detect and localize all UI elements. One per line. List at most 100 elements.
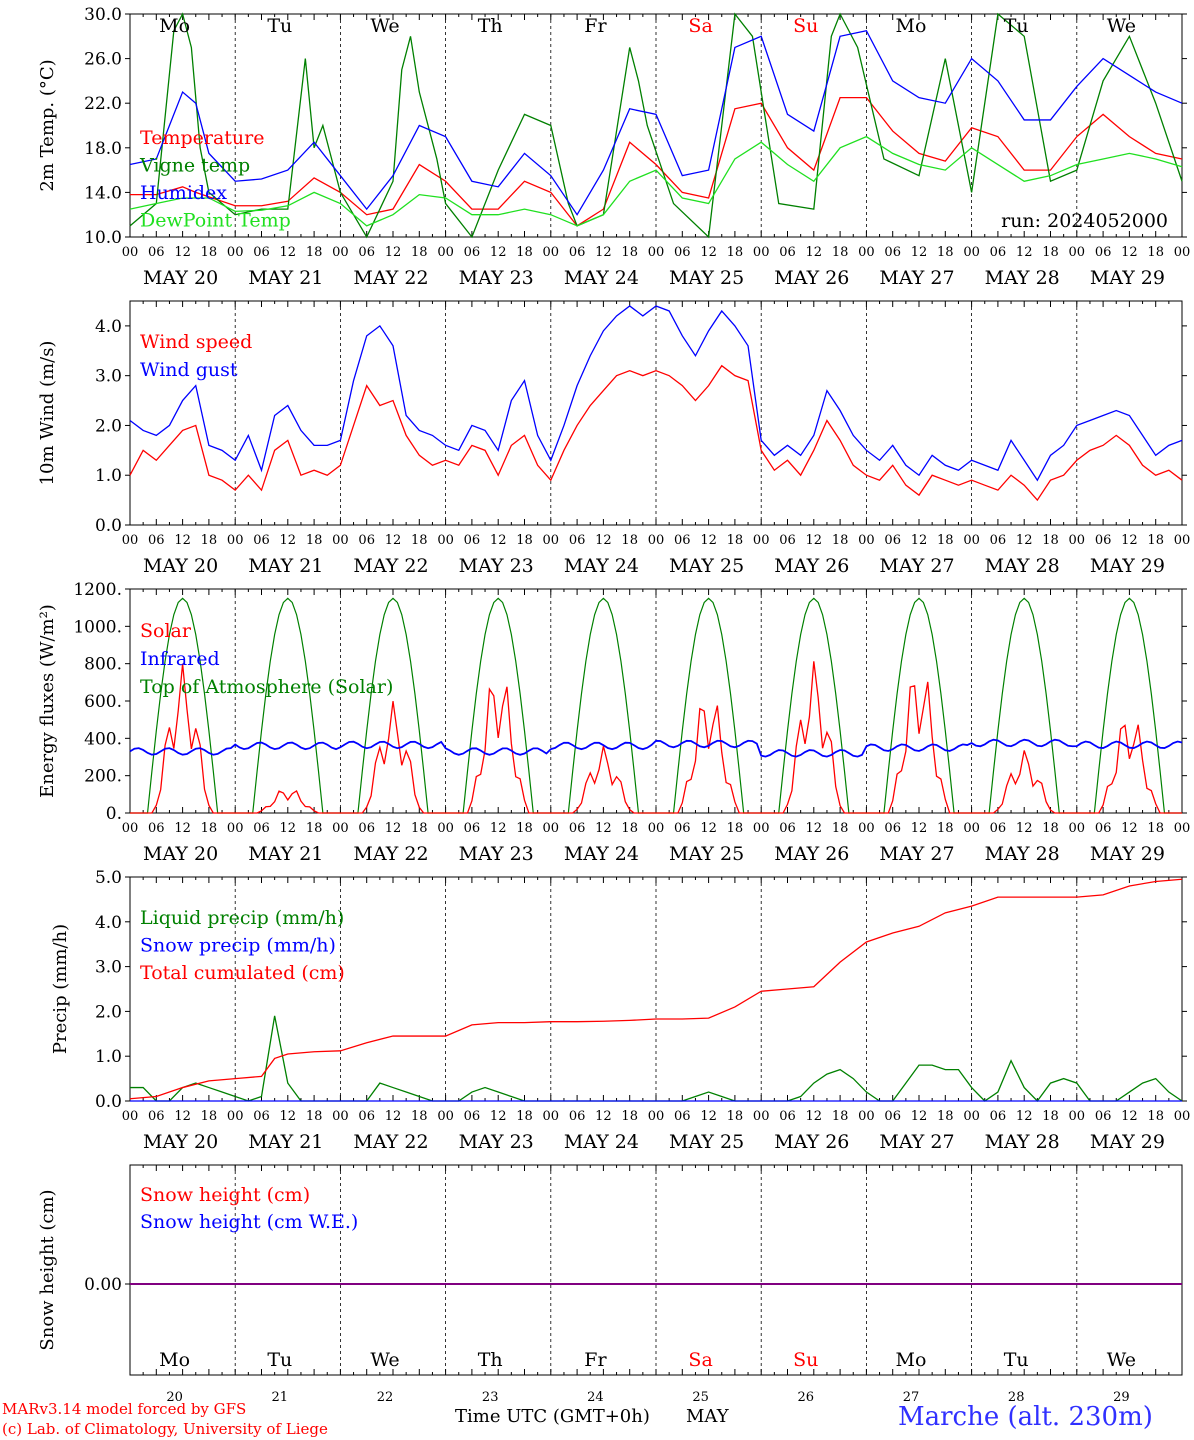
y-tick-label: 4.0 [95, 317, 122, 337]
date-label: MAY 29 [1090, 555, 1165, 577]
hour-tick-label: 06 [148, 245, 165, 260]
hour-tick-label: 12 [806, 245, 823, 260]
hour-tick-label: 06 [569, 533, 586, 548]
hour-tick-label: 18 [1042, 245, 1059, 260]
hour-tick-label: 12 [911, 821, 928, 836]
day-number-label: 23 [482, 1390, 499, 1405]
date-label: MAY 29 [1090, 267, 1165, 289]
date-label: MAY 27 [879, 555, 954, 577]
date-label: MAY 28 [985, 267, 1060, 289]
hour-tick-label: 00 [648, 821, 665, 836]
series-wind-gust [129, 305, 1183, 482]
weekday-label: Su [793, 15, 818, 37]
weekday-label: We [370, 1349, 399, 1371]
weekday-label: Tu [267, 1349, 292, 1371]
hour-tick-label: 12 [700, 245, 717, 260]
hour-tick-label: 06 [358, 1109, 375, 1124]
hour-tick-label: 12 [1016, 821, 1033, 836]
hour-tick-label: 12 [911, 1109, 928, 1124]
legend-entry: Humidex [140, 182, 227, 204]
hour-tick-label: 18 [1042, 533, 1059, 548]
hour-tick-label: 12 [1121, 821, 1138, 836]
weekday-label: Tu [267, 15, 292, 37]
date-label: MAY 26 [774, 843, 849, 865]
weekday-label: Mo [896, 15, 927, 37]
date-label: MAY 23 [459, 1131, 534, 1153]
time-axis-label: Time UTC (GMT+0h) [455, 1406, 650, 1427]
hour-tick-label: 18 [832, 533, 849, 548]
y-tick-label: 0. [106, 804, 122, 824]
hour-tick-label: 18 [516, 533, 533, 548]
hour-tick-label: 06 [884, 821, 901, 836]
hour-tick-label: 00 [963, 245, 980, 260]
y-tick-label: 200. [84, 767, 122, 787]
date-label: MAY 27 [879, 267, 954, 289]
hour-tick-label: 18 [1147, 533, 1164, 548]
hour-tick-label: 00 [1069, 1109, 1086, 1124]
hour-tick-label: 00 [332, 821, 349, 836]
hour-tick-label: 12 [806, 1109, 823, 1124]
hour-tick-label: 18 [937, 245, 954, 260]
hour-tick-label: 12 [280, 245, 297, 260]
hour-tick-label: 18 [516, 1109, 533, 1124]
date-label: MAY 29 [1090, 1131, 1165, 1153]
hour-tick-label: 00 [332, 245, 349, 260]
hour-tick-label: 18 [1042, 821, 1059, 836]
legend-entry: DewPoint Temp [140, 210, 291, 232]
date-label: MAY 22 [353, 1131, 428, 1153]
hour-tick-label: 00 [122, 245, 139, 260]
date-label: MAY 21 [248, 267, 323, 289]
weekday-label: Mo [896, 1349, 927, 1371]
hour-tick-label: 12 [385, 821, 402, 836]
weekday-label: Fr [584, 15, 607, 37]
panel-2 [125, 300, 1187, 526]
hour-tick-label: 18 [306, 533, 323, 548]
weekday-label: Tu [1004, 1349, 1029, 1371]
y-tick-label: 600. [84, 692, 122, 712]
hour-tick-label: 12 [911, 533, 928, 548]
hour-tick-label: 06 [674, 245, 691, 260]
date-label: MAY 23 [459, 843, 534, 865]
hour-tick-label: 18 [1042, 1109, 1059, 1124]
hour-tick-label: 12 [700, 533, 717, 548]
hour-tick-label: 00 [543, 1109, 560, 1124]
hour-tick-label: 18 [937, 533, 954, 548]
hour-tick-label: 06 [779, 1109, 796, 1124]
y-tick-label: 1000. [73, 617, 122, 637]
hour-tick-label: 00 [753, 1109, 770, 1124]
hour-tick-label: 00 [437, 821, 454, 836]
day-number-label: 27 [903, 1390, 920, 1405]
hour-tick-label: 00 [227, 245, 244, 260]
hour-tick-label: 06 [253, 533, 270, 548]
date-label: MAY 25 [669, 843, 744, 865]
legend-entry: Wind gust [140, 359, 238, 381]
series-total-cumulated-cm- [129, 878, 1183, 1100]
station-label: Marche (alt. 230m) [898, 1402, 1153, 1432]
legend-entry: Vigne temp [139, 155, 250, 177]
hour-tick-label: 18 [832, 821, 849, 836]
hour-tick-label: 18 [306, 245, 323, 260]
date-label: MAY 24 [564, 843, 639, 865]
footer-copyright: (c) Lab. of Climatology, University of L… [2, 1420, 328, 1438]
legend-entry: Snow height (cm) [140, 1184, 310, 1206]
hour-tick-label: 00 [227, 533, 244, 548]
hour-tick-label: 12 [280, 1109, 297, 1124]
hour-tick-label: 00 [648, 1109, 665, 1124]
hour-tick-label: 12 [385, 245, 402, 260]
hour-tick-label: 06 [569, 1109, 586, 1124]
hour-tick-label: 06 [253, 1109, 270, 1124]
hour-tick-label: 00 [858, 245, 875, 260]
hour-tick-label: 00 [437, 245, 454, 260]
hour-tick-label: 00 [437, 1109, 454, 1124]
date-label: MAY 28 [985, 1131, 1060, 1153]
date-label: MAY 23 [459, 555, 534, 577]
legend-entry: Wind speed [140, 331, 252, 353]
hour-tick-label: 12 [1016, 245, 1033, 260]
hour-tick-label: 00 [858, 1109, 875, 1124]
hour-tick-label: 12 [385, 1109, 402, 1124]
panel-frame [129, 300, 1183, 526]
hour-tick-label: 18 [727, 1109, 744, 1124]
y-tick-label: 26.0 [84, 50, 122, 70]
hour-tick-label: 18 [1147, 245, 1164, 260]
